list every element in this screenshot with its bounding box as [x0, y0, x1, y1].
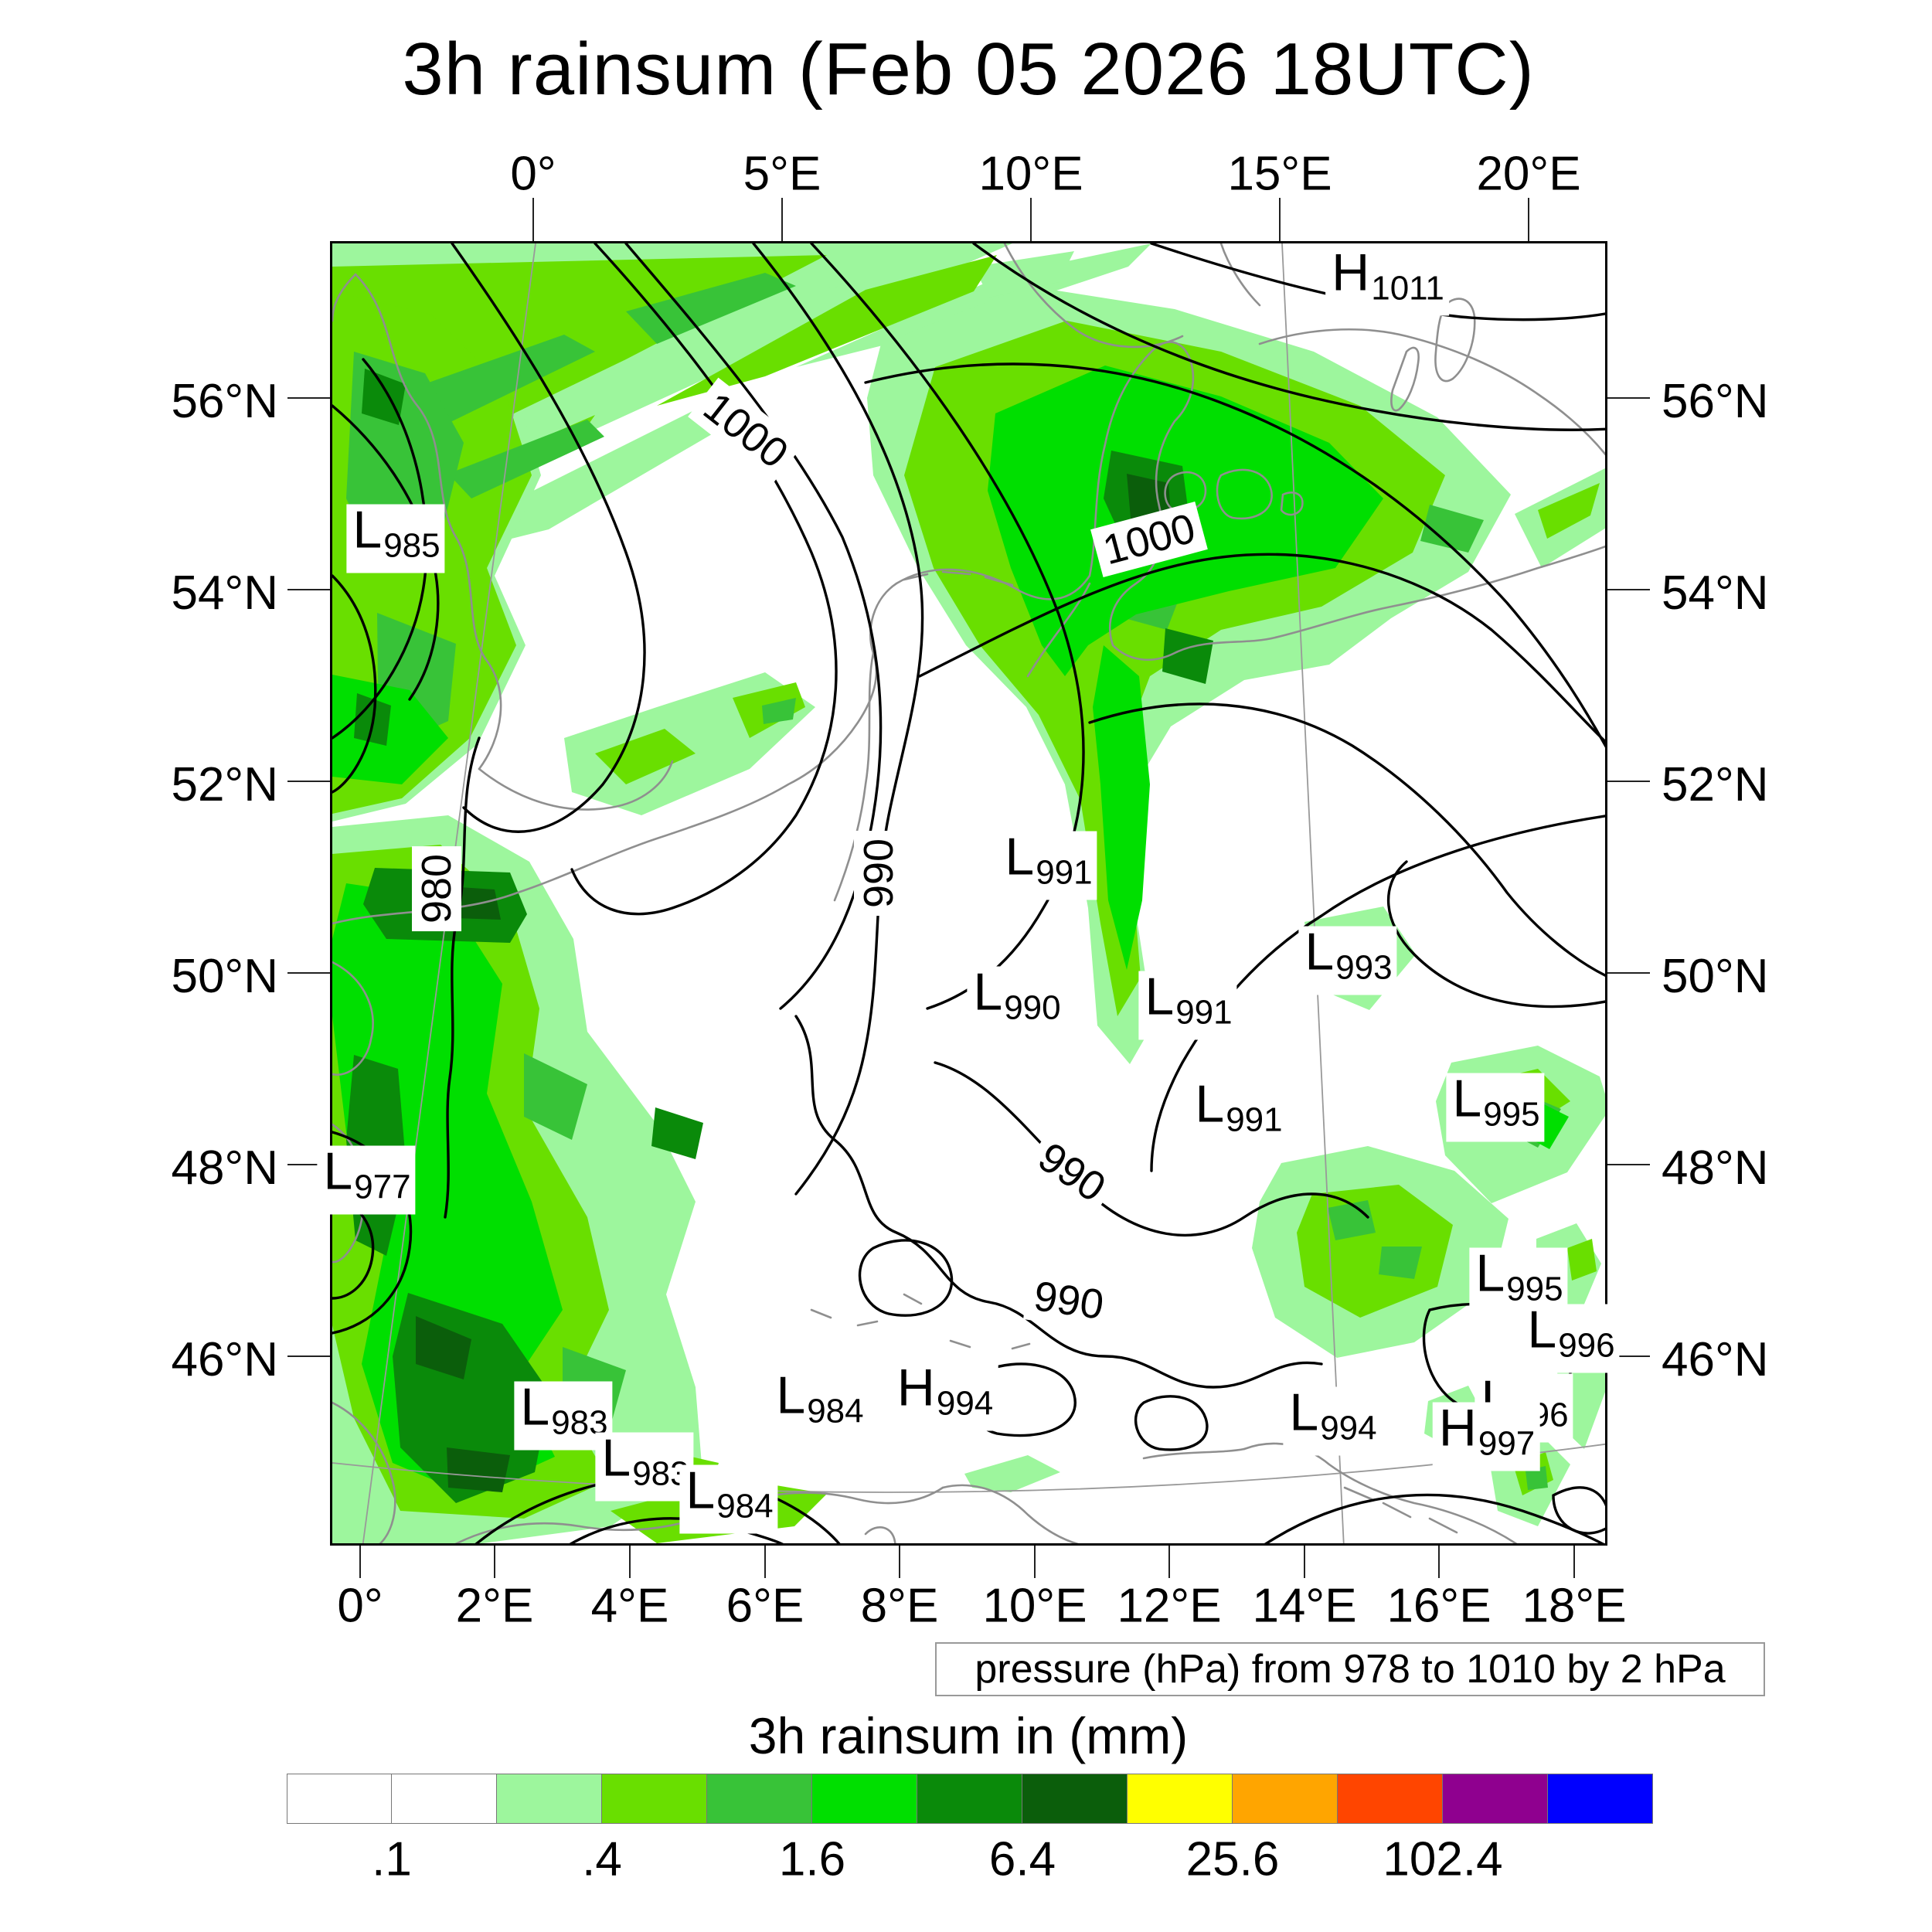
- bottom-axis-label-0: 0°: [337, 1579, 383, 1633]
- bottom-tick: [899, 1546, 900, 1578]
- colorbar-label-25.6: 25.6: [1185, 1832, 1280, 1886]
- pressure-center-h1011: H1011: [1325, 247, 1449, 316]
- bottom-tick: [1168, 1546, 1170, 1578]
- bottom-axis-label-14e: 14°E: [1252, 1579, 1357, 1633]
- contour-label-980: 980: [412, 845, 461, 932]
- colorbar-segment: [392, 1774, 497, 1824]
- top-tick: [1030, 198, 1032, 241]
- top-axis-label-0: 0°: [510, 147, 556, 201]
- map-area: [330, 241, 1607, 1546]
- bottom-tick: [1573, 1546, 1575, 1578]
- left-tick: [287, 781, 330, 782]
- pressure-center-l991-c: L991: [1189, 1078, 1287, 1148]
- pressure-center-l994: L994: [1283, 1386, 1382, 1456]
- left-tick: [287, 1164, 330, 1165]
- left-axis-label-48n: 48°N: [171, 1141, 278, 1195]
- bottom-axis-label-6e: 6°E: [726, 1579, 804, 1633]
- bottom-axis-label-18e: 18°E: [1522, 1579, 1627, 1633]
- contour-label-990-a: 990: [854, 830, 903, 917]
- colorbar-segment: [497, 1774, 602, 1824]
- bottom-axis-label-16e: 16°E: [1386, 1579, 1492, 1633]
- bottom-tick: [1438, 1546, 1440, 1578]
- left-axis-label-56n: 56°N: [171, 375, 278, 428]
- right-axis-label-48n: 48°N: [1662, 1141, 1769, 1195]
- colorbar-segment: [917, 1774, 1022, 1824]
- bottom-tick: [764, 1546, 766, 1578]
- pressure-center-h994: H994: [890, 1362, 998, 1431]
- colorbar-label-6.4: 6.4: [988, 1832, 1056, 1886]
- top-axis-label-15e: 15°E: [1227, 147, 1332, 201]
- page-title: 3h rainsum (Feb 05 2026 18UTC): [402, 28, 1535, 111]
- colorbar-segment: [602, 1774, 707, 1824]
- pressure-center-l996-a: L996: [1521, 1304, 1620, 1373]
- right-tick: [1607, 1164, 1650, 1165]
- pressure-legend-box: pressure (hPa) from 978 to 1010 by 2 hPa: [935, 1642, 1765, 1696]
- left-axis-label-52n: 52°N: [171, 758, 278, 811]
- bottom-axis-label-2e: 2°E: [455, 1579, 534, 1633]
- right-axis-label-56n: 56°N: [1662, 375, 1769, 428]
- colorbar-segment: [1128, 1774, 1233, 1824]
- left-tick: [287, 589, 330, 590]
- right-tick: [1607, 1355, 1650, 1357]
- left-axis-label-46n: 46°N: [171, 1333, 278, 1386]
- colorbar-segment: [1233, 1774, 1338, 1824]
- bottom-tick: [1304, 1546, 1305, 1578]
- top-tick: [532, 198, 534, 241]
- bottom-tick: [359, 1546, 361, 1578]
- pressure-center-h997: H997: [1432, 1402, 1540, 1471]
- left-axis-label-50n: 50°N: [171, 950, 278, 1003]
- top-tick: [1279, 198, 1281, 241]
- left-axis-label-54n: 54°N: [171, 566, 278, 620]
- colorbar-label-0.1: .1: [372, 1832, 412, 1886]
- map-canvas: [332, 243, 1605, 1543]
- bottom-tick: [494, 1546, 495, 1578]
- bottom-axis-label-10e: 10°E: [982, 1579, 1087, 1633]
- top-axis-label-20e: 20°E: [1476, 147, 1581, 201]
- top-tick: [1528, 198, 1529, 241]
- isobars: [332, 243, 1605, 1543]
- pressure-center-l991-a: L991: [998, 831, 1097, 900]
- colorbar-label-102.4: 102.4: [1383, 1832, 1503, 1886]
- colorbar-label-0.4: .4: [582, 1832, 622, 1886]
- pressure-center-l991-b: L991: [1138, 971, 1237, 1040]
- left-tick: [287, 397, 330, 399]
- right-axis-label-46n: 46°N: [1662, 1333, 1769, 1386]
- right-tick: [1607, 972, 1650, 974]
- colorbar-title: 3h rainsum in (mm): [748, 1707, 1189, 1764]
- colorbar-segment: [287, 1774, 392, 1824]
- left-tick: [287, 972, 330, 974]
- pressure-center-l984-b: L984: [679, 1464, 778, 1534]
- colorbar-segment: [1548, 1774, 1653, 1824]
- pressure-center-l993: L993: [1298, 926, 1397, 995]
- bottom-tick: [629, 1546, 631, 1578]
- right-axis-label-54n: 54°N: [1662, 566, 1769, 620]
- left-tick: [287, 1355, 330, 1357]
- colorbar-segment: [1022, 1774, 1128, 1824]
- right-axis-label-50n: 50°N: [1662, 950, 1769, 1003]
- right-tick: [1607, 397, 1650, 399]
- colorbar-segment: [1443, 1774, 1548, 1824]
- colorbar-segment: [1338, 1774, 1443, 1824]
- bottom-axis-label-12e: 12°E: [1117, 1579, 1222, 1633]
- colorbar-segment: [707, 1774, 812, 1824]
- pressure-center-l977: L977: [317, 1145, 416, 1215]
- top-axis-label-10e: 10°E: [978, 147, 1083, 201]
- pressure-center-l995-a: L995: [1446, 1073, 1545, 1142]
- bottom-axis-label-4e: 4°E: [590, 1579, 669, 1633]
- top-axis-label-5e: 5°E: [743, 147, 821, 201]
- right-tick: [1607, 589, 1650, 590]
- colorbar-label-1.6: 1.6: [778, 1832, 846, 1886]
- pressure-center-l984-a: L984: [770, 1369, 869, 1439]
- bottom-axis-label-8e: 8°E: [860, 1579, 939, 1633]
- pressure-center-l990: L990: [967, 966, 1066, 1036]
- right-axis-label-52n: 52°N: [1662, 758, 1769, 811]
- bottom-tick: [1034, 1546, 1036, 1578]
- top-tick: [781, 198, 783, 241]
- pressure-legend-text: pressure (hPa) from 978 to 1010 by 2 hPa: [975, 1647, 1726, 1692]
- right-tick: [1607, 781, 1650, 782]
- pressure-center-l985: L985: [346, 504, 445, 573]
- colorbar-segment: [812, 1774, 917, 1824]
